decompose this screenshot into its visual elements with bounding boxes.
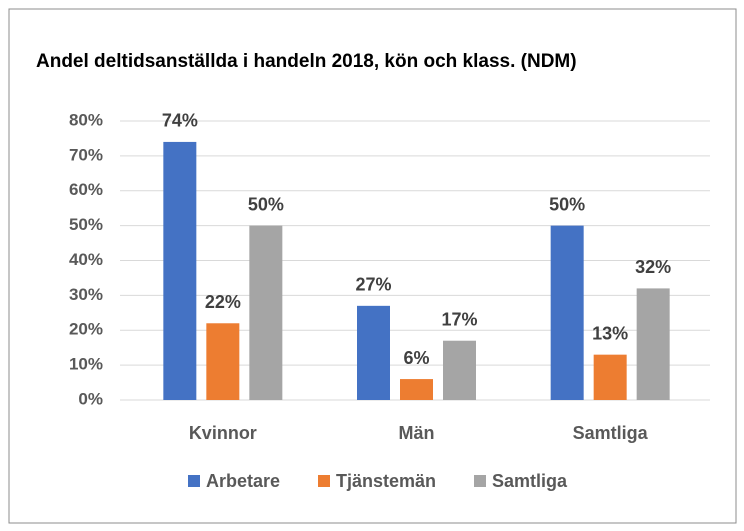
bar [550,225,584,400]
value-label: 32% [635,257,671,277]
bar [443,340,476,400]
legend-label: Samtliga [492,471,568,491]
value-label: 50% [549,194,585,214]
bar [593,354,627,400]
value-label: 27% [355,275,391,295]
value-label: 6% [403,348,429,368]
legend-swatch [318,475,330,487]
x-tick-label: Män [399,423,435,443]
value-label: 13% [592,323,628,343]
y-tick-label: 50% [69,215,103,234]
value-label: 74% [162,111,198,131]
y-tick-label: 30% [69,285,103,304]
value-label: 50% [248,194,284,214]
y-tick-label: 80% [69,110,103,129]
y-tick-label: 0% [78,389,103,408]
legend-swatch [474,475,486,487]
bar [357,305,390,400]
value-label: 17% [441,309,477,329]
y-tick-label: 40% [69,250,103,269]
bar [400,379,433,400]
x-tick-label: Samtliga [573,423,649,443]
bar [249,225,283,400]
legend-label: Arbetare [206,471,280,491]
bar [636,288,670,400]
x-tick-label: Kvinnor [189,423,257,443]
chart-title: Andel deltidsanställda i handeln 2018, k… [36,51,577,72]
chart-frame [8,8,737,524]
value-label: 22% [205,292,241,312]
y-tick-label: 60% [69,180,103,199]
legend-swatch [188,475,200,487]
bar [206,323,240,400]
y-tick-label: 10% [69,355,103,374]
y-tick-label: 20% [69,320,103,339]
legend-label: Tjänstemän [336,471,436,491]
bar [163,141,197,401]
y-tick-label: 70% [69,145,103,164]
